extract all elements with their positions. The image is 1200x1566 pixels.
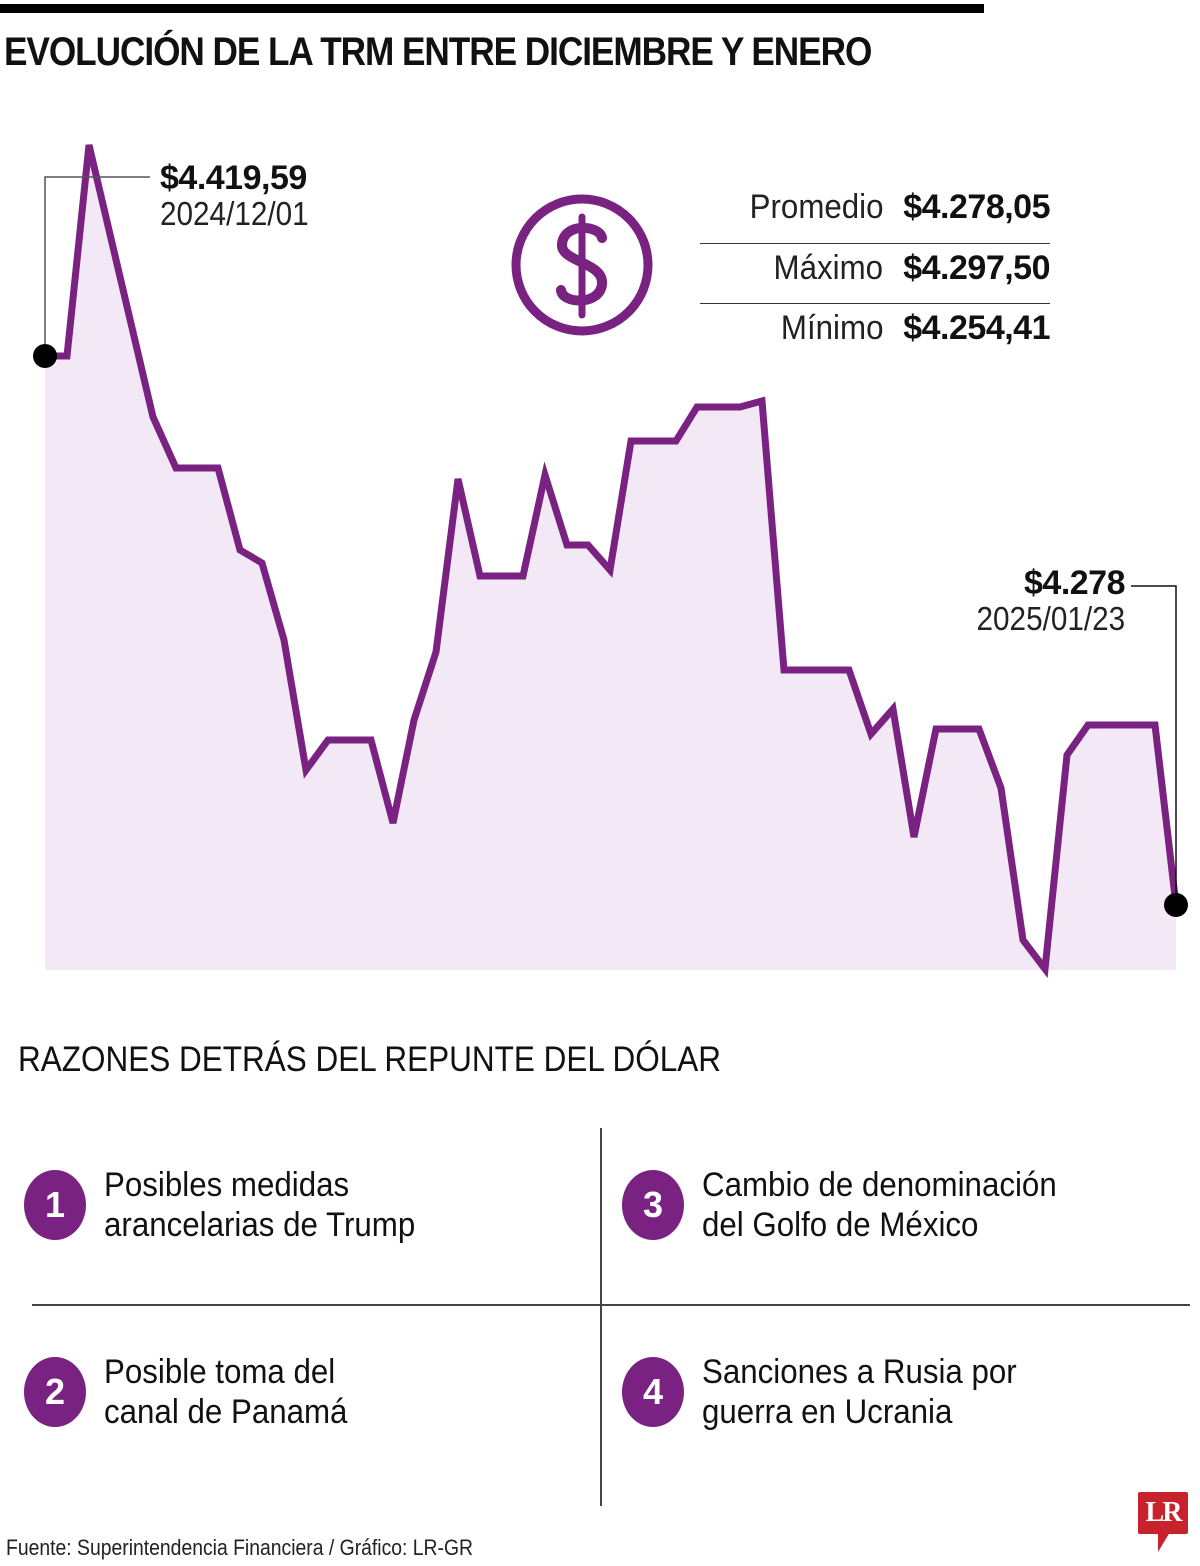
dollar-circle-icon (511, 194, 653, 336)
reasons-title: RAZONES DETRÁS DEL REPUNTE DEL DÓLAR (18, 1040, 722, 1079)
reason-item-2: 2 Posible toma del canal de Panamá (24, 1352, 369, 1432)
stat-label: Promedio (749, 188, 884, 226)
chart-line (41, 144, 1180, 979)
end-callout: $4.278 2025/01/23 (960, 565, 1125, 637)
reason-line: Cambio de denominación (702, 1166, 1057, 1204)
reason-text: Cambio de denominación del Golfo de Méxi… (702, 1165, 1057, 1245)
page-title: EVOLUCIÓN DE LA TRM ENTRE DICIEMBRE Y EN… (4, 30, 872, 74)
stats-table: Promedio $4.278,05 Máximo $4.297,50 Míni… (700, 183, 1050, 363)
reason-text: Posible toma del canal de Panamá (104, 1352, 347, 1432)
stat-promedio: Promedio $4.278,05 (700, 183, 1050, 243)
grid-divider-vertical (600, 1128, 602, 1506)
reason-line: arancelarias de Trump (104, 1206, 416, 1244)
reason-text: Posibles medidas arancelarias de Trump (104, 1165, 415, 1245)
number-badge: 4 (622, 1357, 684, 1427)
lr-logo: LR (1138, 1492, 1188, 1554)
reason-item-4: 4 Sanciones a Rusia por guerra en Ucrani… (622, 1352, 1044, 1432)
number-badge: 1 (24, 1170, 86, 1240)
start-value: $4.419,59 (160, 159, 307, 197)
end-value: $4.278 (1024, 564, 1126, 602)
stat-maximo: Máximo $4.297,50 (700, 243, 1050, 303)
end-leader-line (1131, 585, 1177, 905)
source-footer: Fuente: Superintendencia Financiera / Gr… (6, 1535, 474, 1560)
reason-line: canal de Panamá (104, 1393, 348, 1431)
trm-area-chart (33, 144, 1188, 979)
reason-item-3: 3 Cambio de denominación del Golfo de Mé… (622, 1165, 1088, 1245)
start-date: 2024/12/01 (160, 195, 309, 232)
end-date: 2025/01/23 (976, 600, 1125, 637)
stat-value: $4.254,41 (903, 309, 1050, 347)
reason-line: Sanciones a Rusia por (702, 1353, 1017, 1391)
stat-value: $4.297,50 (903, 249, 1050, 287)
stat-minimo: Mínimo $4.254,41 (700, 303, 1050, 363)
reason-item-1: 1 Posibles medidas arancelarias de Trump (24, 1165, 442, 1245)
grid-divider-horizontal (32, 1304, 1190, 1306)
reason-text: Sanciones a Rusia por guerra en Ucrania (702, 1352, 1017, 1432)
chart-area-fill (45, 145, 1176, 970)
lr-logo-icon: LR (1138, 1492, 1188, 1534)
speech-tail-icon (1158, 1532, 1170, 1552)
stat-value: $4.278,05 (903, 188, 1050, 226)
start-point-marker (33, 344, 57, 368)
stat-label: Máximo (773, 249, 884, 287)
reason-line: del Golfo de México (702, 1206, 979, 1244)
start-leader-line (44, 176, 150, 356)
end-point-marker (1164, 893, 1188, 917)
number-badge: 2 (24, 1357, 86, 1427)
reason-line: guerra en Ucrania (702, 1393, 953, 1431)
number-badge: 3 (622, 1170, 684, 1240)
top-rule (0, 4, 984, 13)
reason-line: Posibles medidas (104, 1166, 350, 1204)
stat-label: Mínimo (780, 309, 884, 347)
reason-line: Posible toma del (104, 1353, 336, 1391)
start-callout: $4.419,59 2024/12/01 (160, 160, 325, 232)
